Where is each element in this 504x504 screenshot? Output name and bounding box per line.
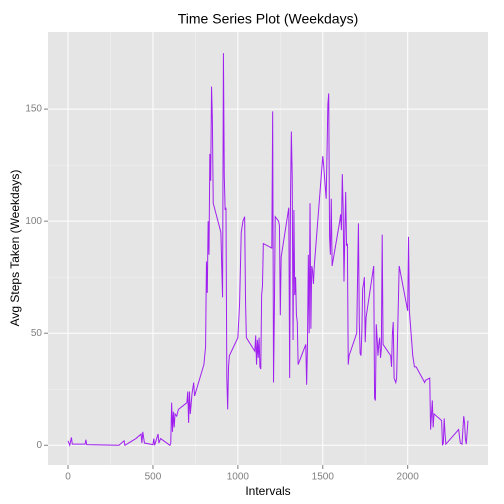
panel xyxy=(48,32,488,465)
x-tick-label: 500 xyxy=(145,472,162,483)
y-tick-label: 100 xyxy=(25,216,42,227)
y-axis-label: Avg Steps Taken (Weekdays) xyxy=(8,170,22,327)
y-tick-label: 50 xyxy=(31,328,43,339)
x-tick-label: 1000 xyxy=(227,472,250,483)
line-series xyxy=(67,53,469,448)
y-tick-label: 0 xyxy=(36,440,42,451)
x-axis-label: Intervals xyxy=(245,484,290,498)
chart-title: Time Series Plot (Weekdays) xyxy=(178,11,359,27)
x-tick-label: 2000 xyxy=(397,472,420,483)
x-tick-label: 1500 xyxy=(312,472,335,483)
y-tick-label: 150 xyxy=(25,104,42,115)
x-tick-label: 0 xyxy=(65,472,71,483)
